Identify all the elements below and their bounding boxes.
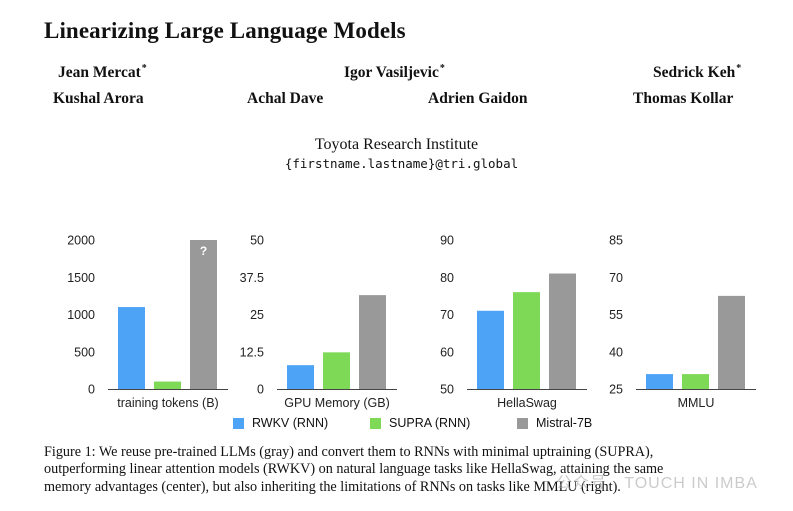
legend-item-rwkv: RWKV (RNN) <box>233 413 328 433</box>
equal-contribution-mark: * <box>141 63 147 74</box>
equal-contribution-mark: * <box>439 63 445 74</box>
author-name: Sedrick Keh <box>653 64 736 81</box>
bar <box>513 292 540 389</box>
y-tick-label: 500 <box>74 345 95 359</box>
x-axis-label: MMLU <box>678 396 715 410</box>
figure-1-charts: 0 500 1000 1500 2000? training tokens (B) 0 12.… <box>67 234 756 410</box>
bar-annotation: ? <box>200 244 207 258</box>
chart-panel: 0 500 1000 1500 2000? training tokens (B) <box>67 234 228 410</box>
bar <box>646 374 673 389</box>
legend-swatch-mistral <box>517 417 528 429</box>
paper-title: Linearizing Large Language Models <box>44 18 406 43</box>
watermark: 公众号 · TOUCH IN IMBA <box>556 475 758 492</box>
legend-item-mistral: Mistral-7B <box>517 413 592 433</box>
author-1: Jean Mercat* <box>58 63 147 82</box>
equal-contribution-mark: * <box>736 63 742 74</box>
y-tick-label: 25 <box>250 308 264 322</box>
bar <box>287 365 314 389</box>
chart-panel: 25 40 55 70 85 MMLU <box>609 234 756 410</box>
y-tick-label: 70 <box>609 271 623 285</box>
author-7: Thomas Kollar <box>633 90 733 108</box>
y-tick-label: 12.5 <box>240 345 264 359</box>
y-tick-label: 1500 <box>67 271 95 285</box>
y-tick-label: 55 <box>609 308 623 322</box>
legend-label: RWKV (RNN) <box>252 416 329 430</box>
bar <box>154 381 181 389</box>
author-name: Igor Vasiljevic <box>344 64 439 81</box>
author-name: Kushal Arora <box>53 90 144 107</box>
y-tick-label: 90 <box>440 234 454 248</box>
y-tick-label: 50 <box>250 234 264 248</box>
legend-swatch-rwkv <box>233 417 244 429</box>
y-tick-label: 50 <box>440 383 454 397</box>
author-name: Achal Dave <box>247 90 324 107</box>
y-tick-label: 25 <box>609 383 623 397</box>
y-tick-label: 70 <box>440 308 454 322</box>
y-tick-label: 37.5 <box>240 271 264 285</box>
legend-label: SUPRA (RNN) <box>389 416 471 430</box>
figure-caption: Figure 1: We reuse pre-trained LLMs (gra… <box>44 444 774 496</box>
contact-email: {firstname.lastname}@tri.global <box>284 156 519 171</box>
y-tick-label: 80 <box>440 271 454 285</box>
y-tick-label: 85 <box>609 234 623 248</box>
caption-line: outperforming linear attention models (R… <box>44 461 664 478</box>
author-name: Adrien Gaidon <box>428 90 528 107</box>
author-name: Thomas Kollar <box>633 90 734 107</box>
x-axis-label: training tokens (B) <box>117 396 218 410</box>
author-3: Sedrick Keh* <box>653 63 741 82</box>
author-5: Achal Dave <box>247 90 323 108</box>
author-6: Adrien Gaidon <box>428 90 527 108</box>
x-axis-label: HellaSwag <box>497 396 557 410</box>
y-tick-label: 1000 <box>67 308 95 322</box>
author-2: Igor Vasiljevic* <box>344 63 445 82</box>
bar <box>323 352 350 389</box>
x-axis-label: GPU Memory (GB) <box>284 396 390 410</box>
bar <box>190 240 217 389</box>
chart-panel: 50 60 70 80 90 HellaSwag <box>440 234 587 410</box>
legend-swatch-supra <box>370 417 381 429</box>
author-name: Jean Mercat <box>58 64 141 81</box>
legend-item-supra: SUPRA (RNN) <box>370 413 470 433</box>
bar <box>682 374 709 389</box>
bar <box>118 307 145 389</box>
bar <box>359 295 386 389</box>
bar <box>549 273 576 389</box>
caption-line: Figure 1: We reuse pre-trained LLMs (gra… <box>44 444 654 460</box>
affiliation: Toyota Research Institute <box>314 136 479 153</box>
caption-line: memory advantages (center), but also inh… <box>44 478 621 495</box>
legend-label: Mistral-7B <box>536 416 593 430</box>
y-tick-label: 60 <box>440 345 454 359</box>
y-tick-label: 2000 <box>67 234 95 248</box>
bar <box>718 295 745 389</box>
y-tick-label: 40 <box>609 345 623 359</box>
author-4: Kushal Arora <box>53 90 144 108</box>
y-tick-label: 0 <box>257 383 264 397</box>
y-tick-label: 0 <box>88 383 95 397</box>
chart-panel: 0 12.5 25 37.5 50 GPU Memory (GB) <box>240 234 397 410</box>
bar <box>477 310 504 389</box>
